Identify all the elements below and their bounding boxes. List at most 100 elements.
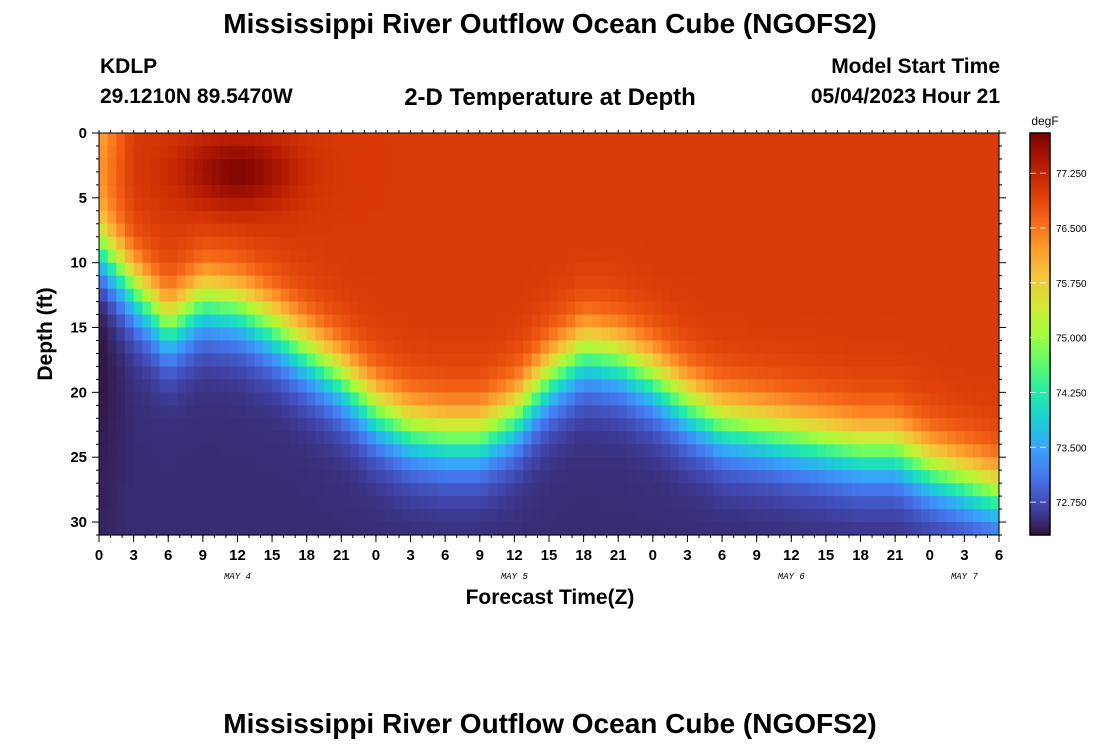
x-tick-label: 9 — [753, 547, 761, 564]
heatmap-cell — [124, 418, 135, 432]
heatmap-cell — [981, 236, 991, 251]
heatmap-cell — [194, 470, 204, 484]
heatmap-cell — [549, 275, 559, 290]
heatmap-cell — [600, 184, 611, 199]
heatmap-cell — [324, 327, 334, 342]
heatmap-cell — [947, 249, 957, 264]
heatmap-cell — [704, 470, 715, 484]
heatmap-cell — [324, 184, 334, 199]
heatmap-cell — [722, 509, 732, 523]
heatmap-cell — [808, 288, 818, 303]
heatmap-cell — [479, 366, 490, 380]
heatmap-cell — [652, 158, 663, 173]
heatmap-cell — [280, 353, 290, 368]
heatmap-cell — [921, 262, 931, 277]
heatmap-cell — [367, 262, 377, 277]
heatmap-cell — [523, 418, 533, 432]
heatmap-cell — [765, 210, 775, 225]
heatmap-cell — [739, 509, 749, 523]
heatmap-cell — [549, 431, 559, 445]
heatmap-cell — [116, 379, 126, 393]
heatmap-cell — [479, 379, 490, 393]
heatmap-cell — [860, 444, 870, 458]
heatmap-cell — [341, 288, 351, 303]
heatmap-cell — [973, 379, 983, 393]
heatmap-cell — [436, 457, 446, 471]
heatmap-cell — [947, 327, 957, 342]
heatmap-cell — [843, 457, 853, 471]
chart-title: Mississippi River Outflow Ocean Cube (NG… — [223, 8, 877, 39]
heatmap-cell — [817, 379, 827, 393]
heatmap-cell — [618, 353, 628, 368]
heatmap-cell — [505, 470, 515, 484]
heatmap-cell — [116, 249, 126, 264]
heatmap-cell — [912, 418, 922, 432]
heatmap-cell — [185, 522, 195, 536]
heatmap-cell — [176, 236, 187, 251]
heatmap-cell — [886, 275, 896, 290]
heatmap-cell — [99, 496, 109, 510]
heatmap-cell — [142, 405, 152, 419]
heatmap-cell — [202, 288, 213, 303]
heatmap-cell — [661, 145, 671, 160]
heatmap-cell — [479, 353, 490, 368]
heatmap-cell — [670, 197, 680, 212]
x-tick-label: 21 — [887, 547, 904, 564]
heatmap-cell — [964, 431, 974, 445]
heatmap-cell — [895, 133, 905, 147]
heatmap-cell — [955, 496, 965, 510]
heatmap-cell — [921, 470, 931, 484]
heatmap-cell — [185, 145, 195, 160]
heatmap-cell — [618, 223, 628, 238]
heatmap-cell — [306, 483, 316, 497]
heatmap-cell — [722, 301, 732, 316]
heatmap-cell — [938, 392, 948, 406]
heatmap-cell — [99, 405, 109, 419]
heatmap-cell — [116, 522, 126, 536]
heatmap-cell — [280, 197, 290, 212]
heatmap-cell — [358, 405, 368, 419]
heatmap-cell — [514, 431, 524, 445]
heatmap-cell — [600, 301, 611, 316]
heatmap-cell — [687, 379, 697, 393]
heatmap-cell — [237, 470, 247, 484]
heatmap-cell — [955, 197, 965, 212]
heatmap-cell — [981, 301, 991, 316]
heatmap-cell — [808, 418, 818, 432]
heatmap-cell — [661, 236, 671, 251]
heatmap-cell — [678, 210, 689, 225]
heatmap-cell — [254, 210, 265, 225]
heatmap-cell — [756, 262, 766, 277]
heatmap-cell — [116, 171, 126, 186]
heatmap-cell — [453, 340, 464, 355]
heatmap-cell — [825, 405, 836, 419]
heatmap-cell — [661, 340, 671, 355]
heatmap-cell — [990, 444, 1000, 458]
heatmap-cell — [678, 522, 689, 536]
heatmap-cell — [237, 405, 247, 419]
heatmap-cell — [263, 379, 273, 393]
heatmap-cell — [990, 288, 1000, 303]
heatmap-cell — [834, 327, 844, 342]
heatmap-cell — [202, 133, 213, 147]
heatmap-cell — [436, 210, 446, 225]
heatmap-cell — [497, 509, 507, 523]
heatmap-cell — [912, 444, 922, 458]
heatmap-cell — [453, 522, 464, 536]
heatmap-cell — [687, 470, 697, 484]
heatmap-cell — [211, 184, 221, 199]
heatmap-cell — [445, 327, 455, 342]
heatmap-cell — [981, 457, 991, 471]
heatmap-cell — [834, 483, 844, 497]
heatmap-cell — [462, 366, 472, 380]
heatmap-cell — [851, 379, 862, 393]
heatmap-cell — [799, 314, 810, 329]
heatmap-cell — [981, 470, 991, 484]
heatmap-cell — [566, 444, 576, 458]
heatmap-cell — [895, 314, 905, 329]
heatmap-cell — [557, 366, 567, 380]
heatmap-cell — [531, 405, 541, 419]
x-tick-label: 18 — [575, 547, 592, 564]
heatmap-cell — [739, 301, 749, 316]
heatmap-cell — [903, 444, 914, 458]
